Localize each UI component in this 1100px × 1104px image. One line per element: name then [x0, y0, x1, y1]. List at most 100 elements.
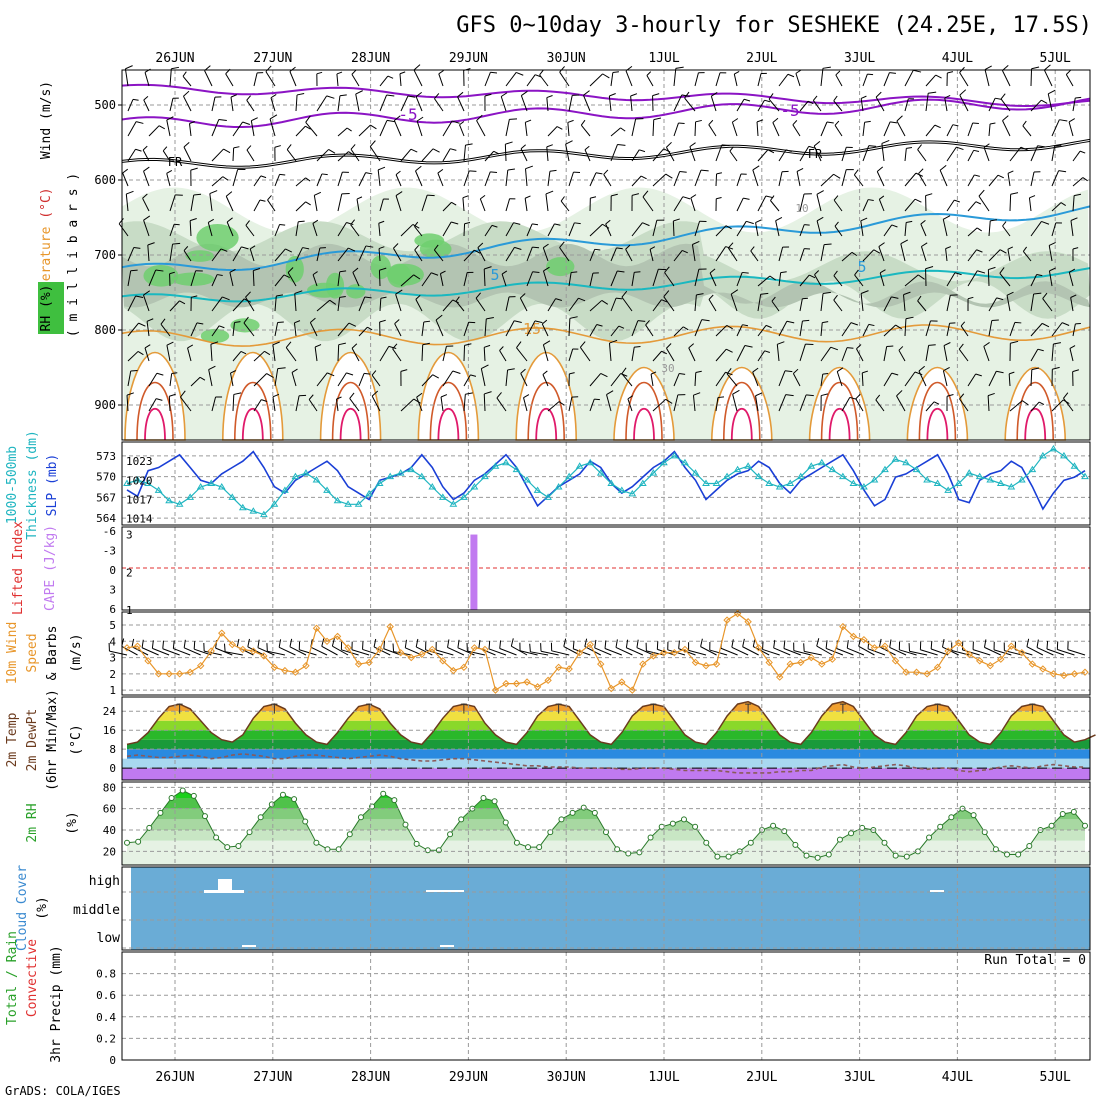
temp-band-below-0 [122, 768, 1090, 780]
temp2m-ylabel-4: (°C) [69, 724, 84, 755]
rh2m-point [581, 805, 586, 810]
thickness-slp-frame [122, 442, 1090, 525]
rh2m-point [715, 854, 720, 859]
wind10m-tick-label: 2 [109, 668, 116, 681]
rh2m-point [448, 832, 453, 837]
lifted-index-tick-label: 3 [109, 584, 116, 597]
rh2m-point [815, 855, 820, 860]
lifted-index-tick-label: 6 [109, 603, 116, 616]
rh2m-point [804, 853, 809, 858]
temp-band-0-4 [122, 759, 1090, 768]
rh2m-point [837, 837, 842, 842]
slp-tick-label: 1014 [126, 513, 153, 526]
wind10m-tick-label: 5 [109, 619, 116, 632]
temp2m-tick-label: 24 [103, 705, 117, 718]
rh2m-point [381, 791, 386, 796]
date-label-top: 4JUL [942, 51, 973, 66]
precip-tick-label: 0.2 [96, 1032, 116, 1045]
rh2m-tick-label: 60 [103, 803, 116, 816]
cape-tick-label: 3 [126, 529, 133, 542]
slp-tick-label: 1023 [126, 455, 153, 468]
rh2m-point [136, 839, 141, 844]
date-label-bottom: 29JUN [449, 1070, 488, 1085]
date-label-bottom: 1JUL [648, 1070, 679, 1085]
rh2m-point [670, 821, 675, 826]
precip-ylabel-total: Total / Rain [5, 931, 20, 1025]
rh2m-point [526, 845, 531, 850]
lifted-index-tick-label: -3 [103, 545, 116, 558]
rh-shade-70 [546, 257, 574, 276]
date-label-top: 1JUL [648, 51, 679, 66]
date-label-bottom: 26JUN [155, 1070, 194, 1085]
precip-tick-label: 0.6 [96, 989, 116, 1002]
rh2m-point [771, 823, 776, 828]
wind10m-tick-label: 4 [109, 635, 116, 648]
date-label-top: 26JUN [155, 51, 194, 66]
contour-label: -5 [780, 101, 799, 120]
rh2m-point [726, 854, 731, 859]
rh2m-point [1071, 809, 1076, 814]
rh2m-point [269, 802, 274, 807]
precip-tick-label: 0.4 [96, 1011, 116, 1024]
rh2m-point [559, 817, 564, 822]
rh2m-point [258, 815, 263, 820]
pressure-axis-label: ( m i l l i b a r s ) [66, 173, 81, 337]
rh2m-point [1027, 844, 1032, 849]
slp-tick-label: 1020 [126, 474, 153, 487]
date-label-bottom: 28JUN [351, 1070, 390, 1085]
rh2m-point [1005, 852, 1010, 857]
contour-label: -5 [398, 105, 417, 124]
rh-shade-70 [346, 284, 365, 298]
pressure-tick-label: 900 [94, 398, 116, 412]
rh2m-point [927, 835, 932, 840]
contour-label: 30 [661, 362, 674, 375]
precip-frame [122, 952, 1090, 1060]
rh2m-tick-label: 80 [103, 781, 116, 794]
date-label-top: 29JUN [449, 51, 488, 66]
rh2m-point [793, 842, 798, 847]
rh2m-point [693, 824, 698, 829]
date-label-top: 2JUL [746, 51, 777, 66]
thickness-ylabel-1: 1000-500mb [5, 446, 20, 524]
precip-ylabel-main: 3hr Precip (mm) [49, 945, 64, 1062]
temp2m-tick-label: 16 [103, 724, 116, 737]
cloud-gap-low [440, 945, 454, 947]
temp2m-tick-label: 8 [109, 743, 116, 756]
rh2m-point [202, 814, 207, 819]
thickness-tick-label: 564 [96, 512, 116, 525]
rh2m-point [481, 796, 486, 801]
rh2m-point [971, 813, 976, 818]
rh2m-point [826, 852, 831, 857]
cloud-gap-high [930, 890, 944, 892]
rh2m-point [358, 815, 363, 820]
pressure-tick-label: 800 [94, 323, 116, 337]
lifted-index-ylabel: Lifted Index [11, 521, 26, 615]
date-label-bottom: 4JUL [942, 1070, 973, 1085]
pressure-tick-label: 600 [94, 173, 116, 187]
date-label-top: 28JUN [351, 51, 390, 66]
contour-label: 15 [523, 320, 541, 338]
thickness-line [127, 449, 1085, 515]
slp-tick-label: 1017 [126, 493, 153, 506]
rh2m-point [514, 840, 519, 845]
rh2m-point [1016, 852, 1021, 857]
cloud-gap-high [426, 890, 464, 892]
rh2m-point [403, 822, 408, 827]
rh2m-point [503, 820, 508, 825]
wind10m-tick-label: 1 [109, 684, 116, 697]
cloud-gap-low [242, 945, 256, 947]
rh2m-point [904, 854, 909, 859]
cape-tick-label: 1 [126, 604, 133, 617]
rh2m-point [392, 798, 397, 803]
rh2m-point [436, 848, 441, 853]
rh2m-point [347, 832, 352, 837]
